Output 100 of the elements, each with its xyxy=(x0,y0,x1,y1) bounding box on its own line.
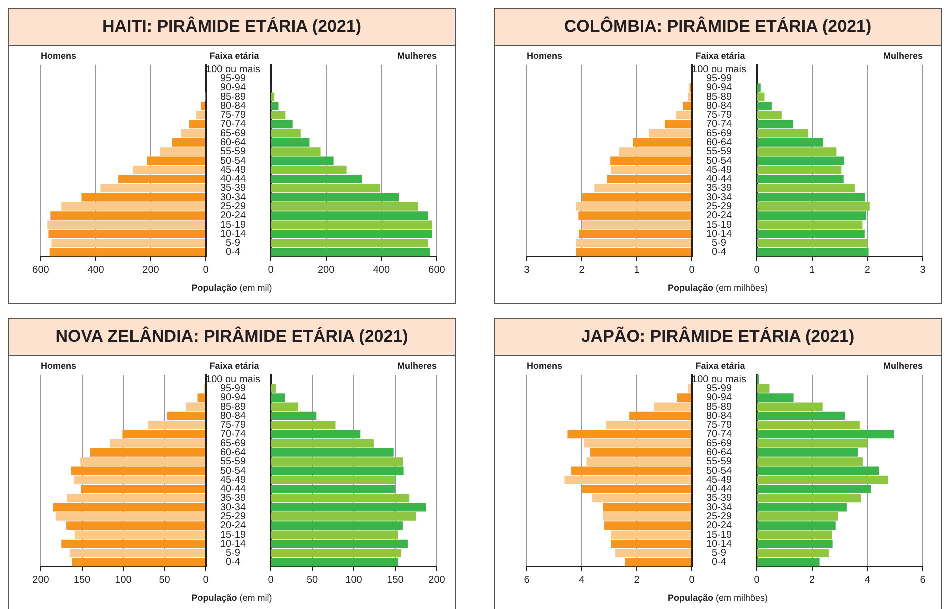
bar xyxy=(196,111,206,120)
bar xyxy=(603,512,692,521)
bar xyxy=(572,466,692,476)
y-axis-title: Faixa etária xyxy=(208,51,260,61)
y-tick-label: 80-84 xyxy=(706,100,732,112)
bar xyxy=(272,503,426,512)
y-tick-label: 60-64 xyxy=(220,447,246,458)
y-tick-label: 100 ou mais xyxy=(206,374,260,386)
x-tick-label: 6 xyxy=(920,574,926,586)
y-tick-label: 95-99 xyxy=(220,73,246,84)
bar xyxy=(758,220,863,230)
y-tick-label: 0-4 xyxy=(226,557,241,568)
text: Homens xyxy=(527,361,563,371)
bar xyxy=(118,175,206,184)
bar xyxy=(53,503,206,512)
y-tick-label: 75-79 xyxy=(220,420,246,432)
bar xyxy=(677,394,692,402)
y-tick-label: 70-74 xyxy=(706,429,732,440)
bar xyxy=(272,394,286,402)
x-tick-label: 200 xyxy=(32,574,50,586)
bar xyxy=(272,530,398,540)
y-tick-label: 80-84 xyxy=(220,410,246,422)
bar xyxy=(649,129,692,138)
bar xyxy=(272,412,317,420)
bar xyxy=(676,111,692,120)
bar xyxy=(579,230,692,238)
y-tick-label: 25-29 xyxy=(706,201,732,212)
bar xyxy=(172,138,206,147)
y-tick-label: 30-34 xyxy=(706,502,732,514)
y-tick-label: 50-54 xyxy=(220,466,246,477)
x-tick-label: 1 xyxy=(634,264,640,276)
bar xyxy=(272,439,374,448)
bar xyxy=(758,111,782,120)
bar xyxy=(758,458,863,466)
bar xyxy=(190,120,206,129)
y-tick-label: 50-54 xyxy=(706,156,732,167)
text: Homens xyxy=(41,361,77,371)
bar xyxy=(758,138,824,147)
y-tick-label: 65-69 xyxy=(220,128,246,140)
chart-title: NOVA ZELÂNDIA: PIRÂMIDE ETÁRIA (2021) xyxy=(9,319,455,356)
bar xyxy=(758,92,765,102)
y-tick-label: 75-79 xyxy=(706,110,732,122)
y-tick-label: 40-44 xyxy=(220,484,246,496)
y-tick-label: 90-94 xyxy=(220,82,246,94)
y-tick-label: 85-89 xyxy=(220,92,246,103)
x-tick-label: 3 xyxy=(524,264,530,276)
bar xyxy=(50,248,206,257)
bar xyxy=(758,421,860,430)
bar xyxy=(758,193,866,202)
y-tick-label: 0-4 xyxy=(712,557,727,568)
x-tick-label: 200 xyxy=(428,574,446,586)
bar xyxy=(758,212,867,220)
bar xyxy=(272,430,361,439)
x-tick-label: 200 xyxy=(318,264,336,276)
x-tick-label: 400 xyxy=(88,264,105,276)
bar xyxy=(576,248,692,257)
bar xyxy=(272,448,394,457)
y-tick-label: 100 ou mais xyxy=(692,374,746,386)
x-tick-label: 0 xyxy=(689,264,696,276)
bar xyxy=(758,412,845,420)
bar xyxy=(625,558,692,567)
bar xyxy=(688,384,692,393)
x-tick-label: 200 xyxy=(142,264,160,276)
bar xyxy=(272,129,301,138)
bar xyxy=(82,193,206,202)
y-tick-label: 20-24 xyxy=(220,520,246,532)
y-tick-label: 25-29 xyxy=(220,201,246,212)
bar xyxy=(564,476,692,484)
y-tick-label: 35-39 xyxy=(706,493,732,504)
bar xyxy=(758,494,862,503)
y-tick-label: 25-29 xyxy=(706,511,732,522)
text: Mulheres xyxy=(397,51,437,61)
y-tick-label: 60-64 xyxy=(706,137,732,148)
bar xyxy=(594,184,692,193)
y-tick-label: 20-24 xyxy=(706,520,732,532)
bar xyxy=(272,421,336,430)
bar xyxy=(758,549,829,558)
bar xyxy=(133,166,206,174)
bar xyxy=(758,384,770,393)
bar xyxy=(272,549,402,558)
y-tick-label: 20-24 xyxy=(706,210,732,222)
y-tick-label: 0-4 xyxy=(712,247,727,258)
bar xyxy=(576,202,692,211)
bar xyxy=(147,156,206,166)
bar xyxy=(272,239,428,248)
x-tick-label: 1 xyxy=(810,264,816,276)
x-tick-label: 0 xyxy=(754,264,760,276)
y-tick-label: 90-94 xyxy=(220,392,246,404)
bar xyxy=(758,530,832,540)
y-tick-label: 55-59 xyxy=(706,146,732,158)
y-tick-label: 10-14 xyxy=(220,538,246,550)
y-tick-label: 100 ou mais xyxy=(692,64,746,76)
y-tick-label: 40-44 xyxy=(220,174,246,186)
y-tick-label: 90-94 xyxy=(706,392,732,404)
y-tick-label: 85-89 xyxy=(706,402,732,413)
y-tick-label: 40-44 xyxy=(706,174,732,186)
y-tick-label: 15-19 xyxy=(220,220,246,231)
y-tick-label: 35-39 xyxy=(706,183,732,194)
bar xyxy=(72,558,206,567)
bar xyxy=(607,175,692,184)
